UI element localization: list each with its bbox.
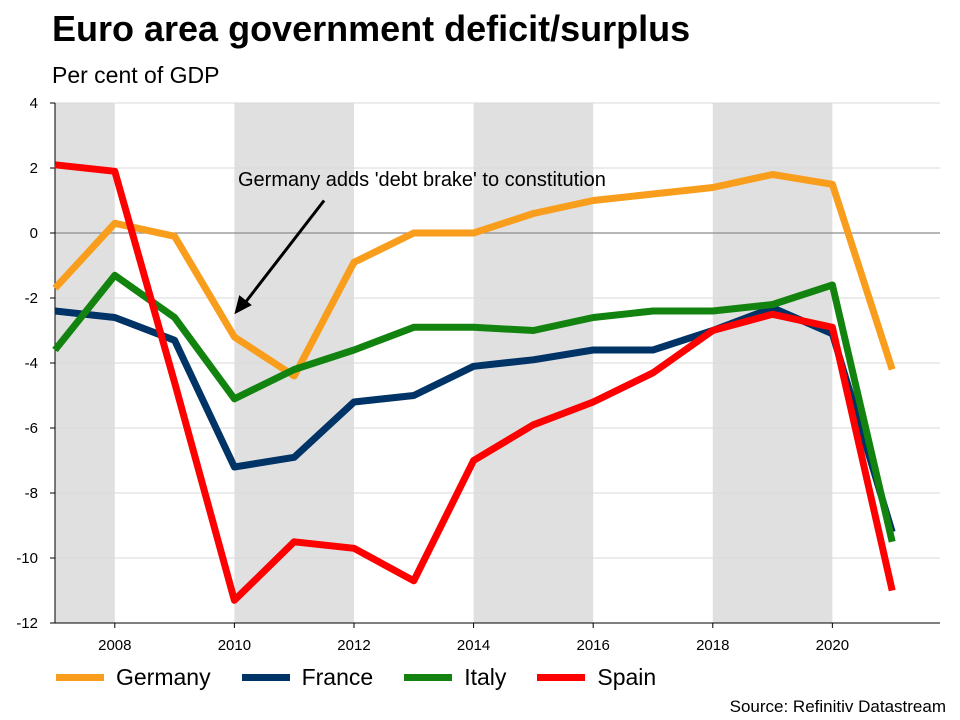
x-tick-label: 2020 bbox=[816, 637, 849, 654]
legend-label: France bbox=[301, 664, 374, 690]
y-tick-label: 2 bbox=[30, 160, 38, 177]
legend: Germany France Italy Spain bbox=[56, 664, 687, 691]
series-line-spain bbox=[54, 161, 896, 604]
legend-item: Spain bbox=[537, 664, 656, 691]
x-tick-label: 2016 bbox=[576, 637, 609, 654]
series-line-france bbox=[54, 304, 896, 534]
legend-swatch bbox=[241, 674, 290, 681]
axes bbox=[50, 102, 940, 628]
x-tick-label: 2014 bbox=[457, 637, 490, 654]
y-tick-label: 0 bbox=[30, 225, 38, 242]
series-lines bbox=[52, 161, 896, 604]
series-line-italy bbox=[52, 271, 896, 543]
legend-label: Spain bbox=[597, 664, 657, 690]
legend-item: Italy bbox=[404, 664, 506, 691]
legend-item: Germany bbox=[56, 664, 211, 691]
annotation-arrowhead bbox=[234, 295, 252, 315]
x-tick-label: 2010 bbox=[218, 637, 251, 654]
y-tick-label: -4 bbox=[25, 355, 38, 372]
annotation-label: Germany adds 'debt brake' to constitutio… bbox=[238, 169, 606, 191]
annotation-arrow-line bbox=[241, 199, 326, 308]
y-tick-label: -2 bbox=[25, 290, 38, 307]
series-line-germany bbox=[52, 171, 896, 380]
legend-label: Germany bbox=[116, 664, 211, 690]
y-tick-label: -10 bbox=[16, 550, 38, 567]
legend-label: Italy bbox=[464, 664, 507, 690]
x-tick-label: 2018 bbox=[696, 637, 729, 654]
y-tick-label: 4 bbox=[30, 95, 38, 112]
legend-swatch bbox=[404, 674, 453, 681]
y-tick-labels: 4 2 0 -2 -4 -6 -8 -10 -12 bbox=[16, 95, 38, 632]
chart-title: Euro area government deficit/surplus bbox=[52, 8, 691, 49]
y-tick-label: -8 bbox=[25, 485, 38, 502]
legend-item: France bbox=[241, 664, 374, 691]
x-tick-label: 2012 bbox=[337, 637, 370, 654]
annotation: Germany adds 'debt brake' to constitutio… bbox=[234, 169, 606, 315]
legend-swatch bbox=[537, 674, 586, 681]
source-note: Source: Refinitiv Datastream bbox=[729, 697, 946, 716]
chart-subtitle: Per cent of GDP bbox=[52, 62, 220, 88]
x-tick-labels: 2008 2010 2012 2014 2016 2018 2020 bbox=[98, 637, 849, 654]
y-tick-label: -6 bbox=[25, 420, 38, 437]
y-tick-label: -12 bbox=[16, 615, 38, 632]
legend-swatch bbox=[56, 674, 104, 681]
x-tick-label: 2008 bbox=[98, 637, 131, 654]
